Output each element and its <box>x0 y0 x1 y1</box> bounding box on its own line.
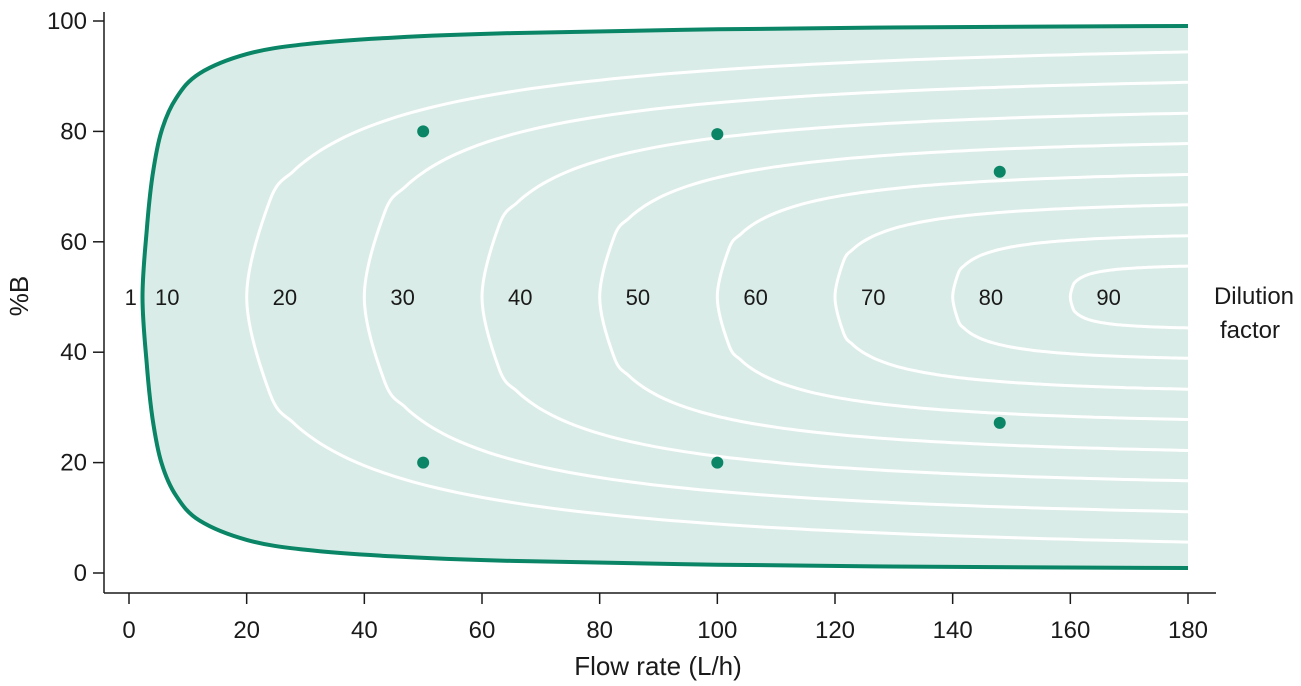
data-point-6 <box>993 416 1006 429</box>
x-tick-label-40: 40 <box>351 617 378 644</box>
y-ticks: 0 20 40 60 80 100 <box>47 8 104 587</box>
data-point-3 <box>711 128 724 141</box>
curve-label-70: 70 <box>861 285 885 310</box>
curve-label-10: 10 <box>155 285 179 310</box>
curve-label-80: 80 <box>979 285 1003 310</box>
data-points <box>417 125 1006 469</box>
x-tick-label-120: 120 <box>815 617 855 644</box>
x-tick-label-20: 20 <box>233 617 260 644</box>
curve-label-1: 1 <box>125 285 137 310</box>
data-point-1 <box>417 125 430 138</box>
y-tick-label-60: 60 <box>60 229 87 256</box>
contour-line-50 <box>715 173 1189 421</box>
x-tick-label-80: 80 <box>586 617 613 644</box>
data-point-4 <box>711 456 724 469</box>
data-point-5 <box>993 165 1006 178</box>
contour-line-20 <box>362 80 1189 514</box>
boundary-curve-1 <box>140 24 1189 570</box>
curve-label-40: 40 <box>508 285 532 310</box>
contour-line-30 <box>480 111 1189 483</box>
curve-label-50: 50 <box>626 285 650 310</box>
y-tick-label-80: 80 <box>60 118 87 145</box>
contour-line-40 <box>598 142 1189 452</box>
x-tick-label-100: 100 <box>697 617 737 644</box>
y-axis-title: %B <box>4 276 34 316</box>
y-tick-label-0: 0 <box>74 560 87 587</box>
x-tick-label-180: 180 <box>1168 617 1208 644</box>
y-tick-label-40: 40 <box>60 339 87 366</box>
curve-label-60: 60 <box>743 285 767 310</box>
x-ticks: 0 20 40 60 80 100 120 140 160 180 <box>122 593 1208 644</box>
annotation-dilution: Dilution <box>1214 283 1294 310</box>
x-tick-label-140: 140 <box>933 617 973 644</box>
data-point-2 <box>417 456 430 469</box>
contour-line-10 <box>245 50 1189 544</box>
contour-line-80 <box>1068 264 1189 330</box>
y-axis: 0 20 40 60 80 100 %B <box>4 8 105 593</box>
curve-labels: 1 10 20 30 40 50 60 70 80 90 <box>125 285 1121 310</box>
curve-label-90: 90 <box>1096 285 1120 310</box>
curve-label-30: 30 <box>390 285 414 310</box>
contour-line-60 <box>833 203 1189 391</box>
x-axis-title: Flow rate (L/h) <box>574 651 742 681</box>
plot-area: 1 10 20 30 40 50 60 70 80 90 <box>125 24 1189 570</box>
contour-lines <box>245 50 1189 544</box>
feasible-region-fill <box>142 26 1188 568</box>
x-tick-label-0: 0 <box>122 617 135 644</box>
x-tick-label-160: 160 <box>1050 617 1090 644</box>
x-tick-label-60: 60 <box>469 617 496 644</box>
contour-line-70 <box>951 234 1189 360</box>
curve-label-20: 20 <box>273 285 297 310</box>
y-tick-label-100: 100 <box>47 8 87 35</box>
y-tick-label-20: 20 <box>60 450 87 477</box>
annotation-factor: factor <box>1220 317 1280 344</box>
x-axis: 0 20 40 60 80 100 120 140 160 180 Flow rate (L/h) <box>104 592 1216 681</box>
